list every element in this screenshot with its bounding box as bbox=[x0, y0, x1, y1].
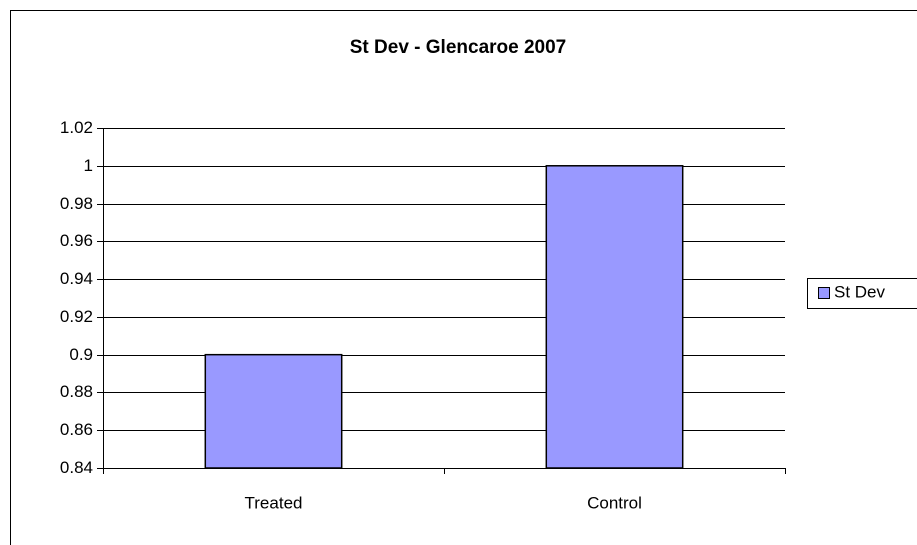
y-tick-label: 1 bbox=[84, 156, 93, 175]
y-tick-label: 0.9 bbox=[69, 345, 93, 364]
chart-frame bbox=[10, 10, 917, 545]
legend-swatch bbox=[818, 287, 830, 299]
y-tick-label: 0.84 bbox=[60, 458, 93, 477]
y-tick-label: 0.94 bbox=[60, 269, 93, 288]
y-tick-label: 1.02 bbox=[60, 118, 93, 137]
y-tick-label: 0.92 bbox=[60, 307, 93, 326]
y-tick-label: 0.96 bbox=[60, 231, 93, 250]
bar bbox=[204, 353, 343, 469]
y-tick-label: 0.86 bbox=[60, 420, 93, 439]
legend-label: St Dev bbox=[834, 282, 886, 301]
x-tick-label: Treated bbox=[245, 493, 303, 512]
bar bbox=[545, 165, 684, 469]
chart-title: St Dev - Glencaroe 2007 bbox=[350, 37, 567, 58]
x-tick-label: Control bbox=[587, 493, 642, 512]
y-tick-label: 0.98 bbox=[60, 194, 93, 213]
y-tick-label: 0.88 bbox=[60, 382, 93, 401]
